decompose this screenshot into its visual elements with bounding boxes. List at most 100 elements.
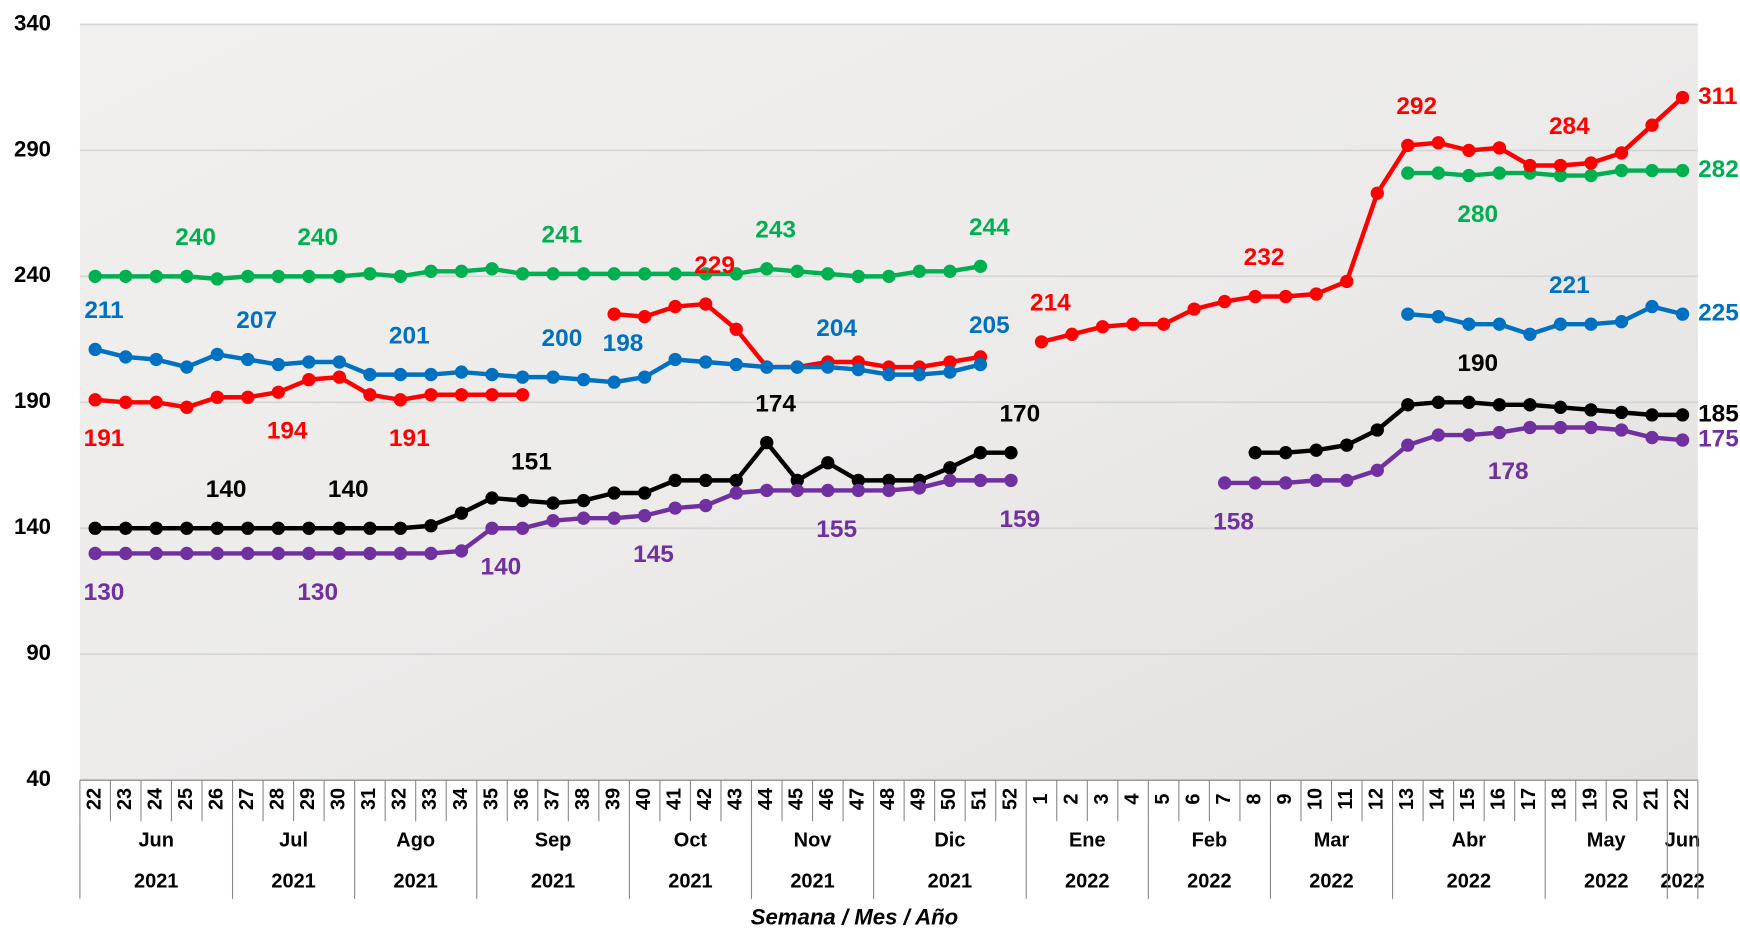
data-point	[730, 323, 743, 336]
data-point	[1676, 307, 1689, 320]
data-point	[394, 368, 407, 381]
data-point	[89, 343, 102, 356]
data-point	[1004, 446, 1017, 459]
data-point	[180, 547, 193, 560]
data-point	[974, 446, 987, 459]
data-point	[1187, 302, 1200, 315]
data-point	[791, 484, 804, 497]
data-point	[424, 519, 437, 532]
data-point	[1584, 403, 1597, 416]
data-point	[363, 267, 376, 280]
year-label: 2021	[393, 871, 437, 893]
data-point	[1371, 423, 1384, 436]
data-label: 211	[84, 297, 123, 324]
y-tick-label: 340	[14, 10, 51, 35]
data-point	[424, 388, 437, 401]
data-point	[302, 270, 315, 283]
data-point	[852, 363, 865, 376]
data-point	[333, 355, 346, 368]
x-tick-label: 25	[175, 788, 197, 810]
data-point	[302, 373, 315, 386]
data-point	[1432, 428, 1445, 441]
x-tick-label: 38	[572, 788, 594, 810]
data-label: 311	[1698, 83, 1737, 110]
data-point	[821, 456, 834, 469]
y-tick-label: 40	[26, 766, 51, 791]
data-point	[516, 370, 529, 383]
x-tick-label: 17	[1518, 788, 1540, 810]
x-tick-label: 50	[938, 788, 960, 810]
data-point	[546, 514, 559, 527]
data-point	[852, 270, 865, 283]
data-label: 130	[297, 579, 338, 606]
data-point	[455, 544, 468, 557]
data-point	[180, 401, 193, 414]
year-label: 2022	[1447, 871, 1491, 893]
data-point	[791, 265, 804, 278]
x-tick-label: 31	[358, 788, 380, 810]
data-point	[455, 365, 468, 378]
data-point	[150, 547, 163, 560]
data-point	[119, 270, 132, 283]
data-point	[394, 522, 407, 535]
data-point	[1310, 474, 1323, 487]
data-point	[1432, 396, 1445, 409]
data-point	[638, 310, 651, 323]
data-label: 205	[969, 312, 1010, 339]
year-label: 2021	[531, 871, 575, 893]
data-label: 159	[999, 506, 1040, 533]
data-point	[211, 547, 224, 560]
data-point	[333, 522, 346, 535]
data-point	[150, 353, 163, 366]
x-tick-label: 34	[450, 788, 472, 810]
data-point	[1340, 438, 1353, 451]
data-point	[241, 391, 254, 404]
data-point	[1218, 476, 1231, 489]
data-point	[1493, 166, 1506, 179]
x-tick-label: 24	[144, 788, 166, 810]
data-point	[638, 370, 651, 383]
data-label: 151	[511, 448, 552, 475]
x-tick-label: 22	[1671, 788, 1693, 810]
data-point	[1554, 318, 1567, 331]
year-label: 2021	[790, 871, 834, 893]
data-point	[1279, 446, 1292, 459]
month-label: Jun	[1665, 829, 1701, 851]
data-point	[1218, 295, 1231, 308]
x-tick-label: 51	[969, 788, 991, 810]
x-tick-label: 46	[816, 788, 838, 810]
data-point	[1462, 169, 1475, 182]
data-point	[669, 501, 682, 514]
year-label: 2021	[134, 871, 178, 893]
data-label: 280	[1457, 201, 1498, 228]
data-point	[119, 396, 132, 409]
data-point	[974, 474, 987, 487]
x-tick-label: 8	[1243, 793, 1265, 804]
data-label: 174	[755, 390, 796, 417]
y-tick-label: 240	[14, 262, 51, 287]
month-label: Mar	[1314, 829, 1350, 851]
month-label: Ene	[1069, 829, 1106, 851]
data-point	[1493, 426, 1506, 439]
data-point	[669, 474, 682, 487]
data-point	[760, 262, 773, 275]
x-tick-label: 22	[83, 788, 105, 810]
data-label: 191	[389, 425, 430, 452]
x-tick-label: 10	[1305, 788, 1327, 810]
data-point	[1523, 421, 1536, 434]
data-point	[1371, 187, 1384, 200]
data-label: 140	[481, 554, 522, 581]
x-tick-label: 42	[694, 788, 716, 810]
data-point	[577, 267, 590, 280]
data-point	[607, 267, 620, 280]
data-point	[1615, 315, 1628, 328]
data-point	[455, 388, 468, 401]
data-label: 292	[1396, 93, 1437, 120]
month-label: Dic	[934, 829, 965, 851]
year-label: 2022	[1584, 871, 1628, 893]
month-label: Ago	[396, 829, 435, 851]
x-tick-label: 3	[1091, 793, 1113, 804]
data-point	[699, 474, 712, 487]
data-point	[1676, 91, 1689, 104]
data-point	[1462, 428, 1475, 441]
